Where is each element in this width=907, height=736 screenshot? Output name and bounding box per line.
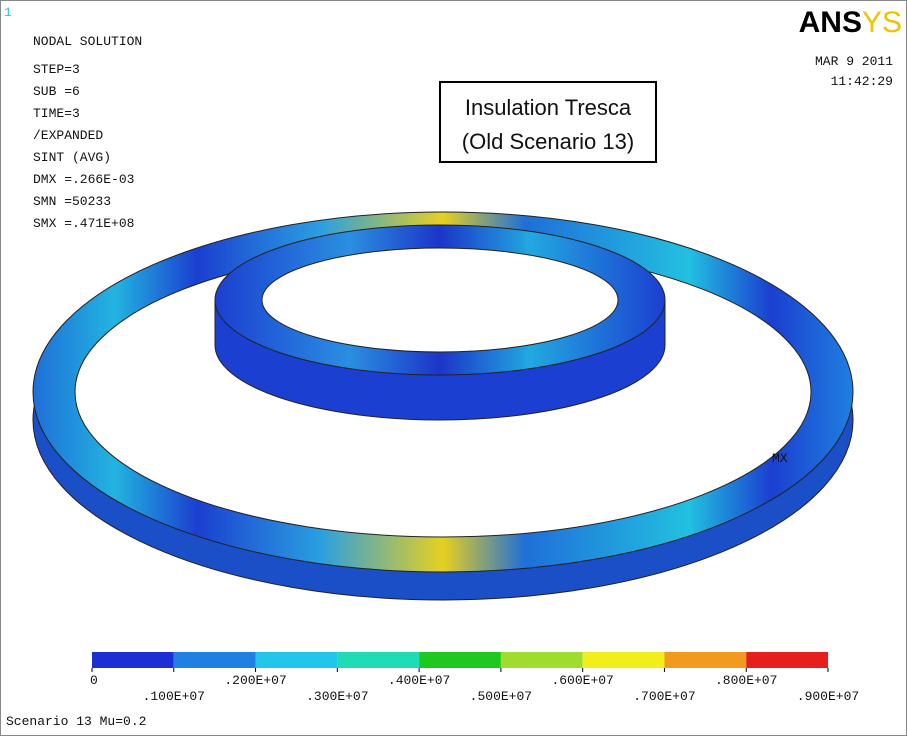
legend-swatch [583,652,665,668]
legend-swatch [92,652,174,668]
logo: ANSYS [799,6,902,39]
inner-ring-hole [262,248,618,352]
logo-bold: ANS [799,6,862,39]
info-line: SMN =50233 [33,194,111,209]
info-line: DMX =.266E-03 [33,172,134,187]
logo-light: YS [862,6,902,39]
annotation-line: (Old Scenario 13) [462,129,634,154]
info-line: TIME=3 [33,106,80,121]
info-line: NODAL SOLUTION [33,34,142,49]
legend-swatch [256,652,338,668]
info-line: SINT (AVG) [33,150,111,165]
legend-label: .400E+07 [388,673,450,688]
info-line: SUB =6 [33,84,80,99]
time: 11:42:29 [831,74,893,89]
legend-label: .500E+07 [470,689,532,704]
info-line: /EXPANDED [33,128,103,143]
legend-label: .100E+07 [143,689,205,704]
date: MAR 9 2011 [815,54,893,69]
legend-swatch [746,652,828,668]
legend-label: 0 [90,673,98,688]
legend-label: .600E+07 [551,673,613,688]
legend-swatch [174,652,256,668]
annotation-line: Insulation Tresca [465,95,632,120]
legend-label: .700E+07 [633,689,695,704]
legend-label: .800E+07 [715,673,777,688]
legend-swatch [664,652,746,668]
ansys-window: 1 NODAL SOLUTION STEP=3 SUB =6 TIME=3/EXPAND… [0,0,907,736]
info-line: SMX =.471E+08 [33,216,134,231]
legend-label: .200E+07 [224,673,286,688]
legend-swatch [501,652,583,668]
legend-label: .300E+07 [306,689,368,704]
legend-label: .900E+07 [797,689,859,704]
model-label: MX [772,451,788,466]
legend-swatch [337,652,419,668]
window-number: 1 [4,5,12,20]
footer: Scenario 13 Mu=0.2 [6,714,146,729]
info-line: STEP=3 [33,62,80,77]
legend-swatch [419,652,501,668]
